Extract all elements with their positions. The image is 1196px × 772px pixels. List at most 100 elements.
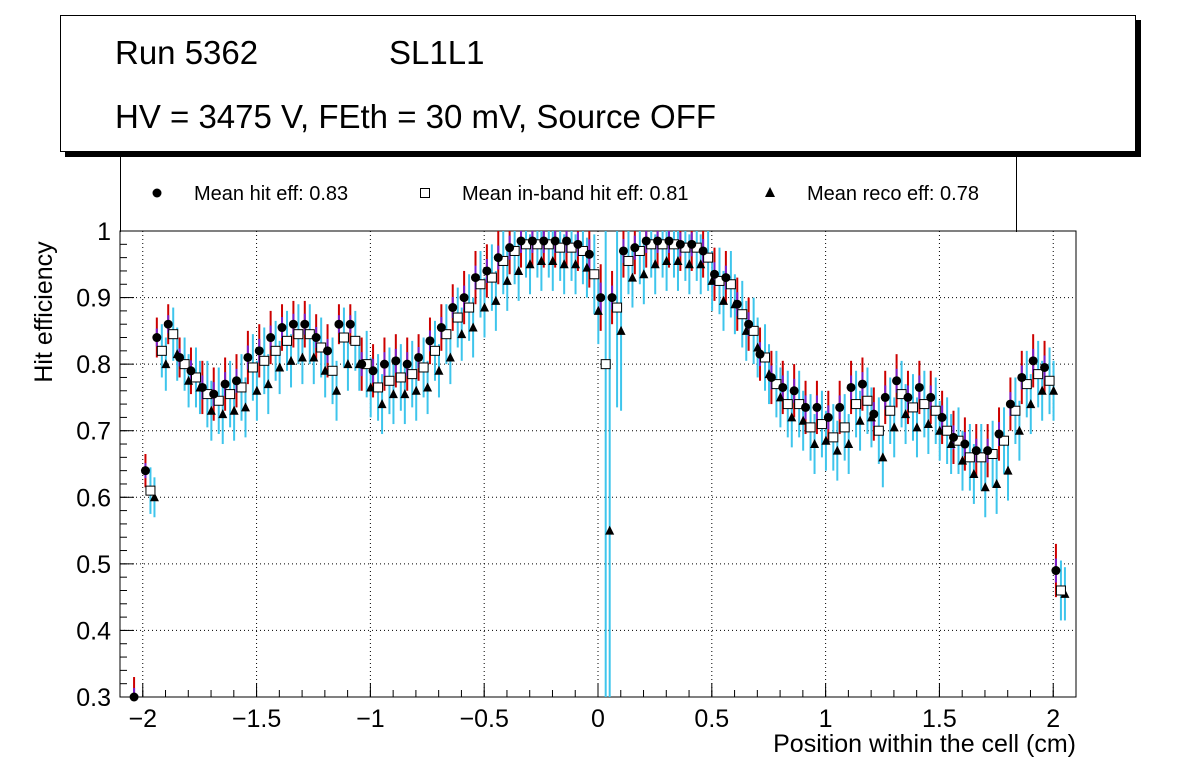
- inband-marker: [1021, 379, 1032, 390]
- reco-marker: [161, 359, 171, 369]
- reco-marker: [411, 385, 421, 395]
- inband-marker: [441, 329, 452, 340]
- reco-marker: [787, 412, 797, 422]
- reco-marker: [889, 422, 899, 432]
- inband-marker: [737, 309, 748, 320]
- reco-marker: [309, 352, 319, 362]
- inband-marker: [373, 382, 384, 393]
- reco-marker: [241, 402, 250, 412]
- data-points: [129, 231, 1070, 702]
- inband-marker: [452, 312, 463, 323]
- reco-marker: [445, 352, 455, 362]
- hit-marker: [914, 382, 924, 392]
- reco-marker: [559, 259, 569, 269]
- inband-marker: [612, 302, 623, 313]
- reco-marker: [605, 525, 615, 535]
- inband-marker: [464, 302, 475, 313]
- hit-marker: [584, 249, 594, 259]
- hit-marker: [949, 432, 958, 442]
- hit-marker: [857, 379, 867, 389]
- x-tick-label: 1: [819, 705, 833, 733]
- hit-marker: [675, 239, 685, 249]
- hit-marker: [152, 333, 162, 343]
- reco-marker: [252, 385, 262, 395]
- hit-marker: [596, 293, 606, 303]
- reco-marker: [684, 259, 694, 269]
- inband-marker: [475, 279, 486, 290]
- reco-marker: [184, 375, 194, 385]
- inband-marker: [589, 269, 600, 280]
- reco-marker: [525, 259, 535, 269]
- hit-marker: [163, 319, 173, 329]
- hit-marker: [266, 333, 276, 343]
- hit-marker: [550, 236, 560, 246]
- hit-marker: [311, 333, 321, 343]
- y-tick-label: 0.3: [76, 684, 111, 712]
- axis-ticks: −2 −1.5 −1 −0.5 0 0.5 1 1.5 2 0.3 0.4 0.5 0.6 0.7 0.8 0…: [76, 218, 1077, 733]
- inband-marker: [350, 335, 361, 346]
- x-tick-label: −1: [356, 705, 385, 733]
- x-tick-label: −0.5: [460, 705, 509, 733]
- inband-marker: [259, 355, 270, 366]
- inband-marker: [168, 329, 179, 340]
- hit-marker: [1051, 566, 1061, 576]
- hit-marker: [197, 382, 207, 392]
- reco-marker: [992, 478, 1002, 488]
- reco-marker: [434, 365, 444, 375]
- reco-marker: [366, 382, 376, 392]
- inband-marker: [213, 395, 224, 406]
- reco-marker: [1037, 385, 1047, 395]
- hit-marker: [1040, 362, 1050, 372]
- reco-marker: [673, 255, 683, 265]
- inband-marker: [225, 389, 236, 400]
- reco-marker: [810, 439, 820, 449]
- reco-marker: [229, 405, 239, 415]
- inband-marker: [429, 345, 440, 356]
- hit-marker: [755, 349, 765, 359]
- hit-marker: [903, 392, 913, 402]
- inband-marker: [1010, 405, 1021, 416]
- y-axis-label: Hit efficiency: [30, 241, 58, 383]
- hit-marker: [766, 372, 776, 382]
- hit-marker: [812, 402, 822, 412]
- reco-marker: [901, 409, 911, 419]
- inband-marker: [1044, 375, 1055, 386]
- inband-marker: [907, 402, 918, 413]
- hit-marker: [971, 446, 981, 456]
- reco-marker: [502, 275, 512, 285]
- hit-marker: [516, 236, 526, 246]
- reco-marker: [343, 359, 353, 369]
- legend: Mean hit eff: 0.83 Mean in-band hit eff:…: [120, 157, 1017, 232]
- reco-marker: [639, 269, 649, 279]
- reco-marker: [935, 425, 945, 435]
- reco-marker: [514, 265, 524, 275]
- reco-marker: [571, 259, 581, 269]
- inband-marker: [873, 425, 884, 436]
- hit-marker: [505, 243, 515, 253]
- y-tick-label: 0.6: [76, 484, 111, 512]
- hit-marker: [300, 319, 310, 329]
- hit-marker: [448, 303, 458, 313]
- hit-marker: [277, 323, 287, 333]
- inband-marker: [486, 272, 497, 283]
- inband-marker: [293, 329, 304, 340]
- legend-hit-label: Mean hit eff: 0.83: [194, 183, 349, 205]
- hit-marker: [823, 412, 833, 422]
- reco-marker: [832, 445, 842, 455]
- x-tick-label: −2: [129, 705, 158, 733]
- inband-marker: [395, 372, 406, 383]
- reco-marker: [696, 259, 706, 269]
- reco-marker: [980, 482, 990, 492]
- hit-marker: [937, 412, 947, 422]
- inband-marker: [327, 365, 338, 376]
- x-tick-label: −1.5: [232, 705, 281, 733]
- legend-triangle-marker-icon: [765, 187, 775, 197]
- inband-marker: [1055, 585, 1066, 596]
- inband-marker: [1033, 369, 1044, 380]
- inband-marker: [782, 399, 793, 410]
- hit-marker: [892, 376, 902, 386]
- hit-marker: [425, 336, 435, 346]
- hit-marker: [288, 319, 298, 329]
- inband-marker: [623, 255, 634, 266]
